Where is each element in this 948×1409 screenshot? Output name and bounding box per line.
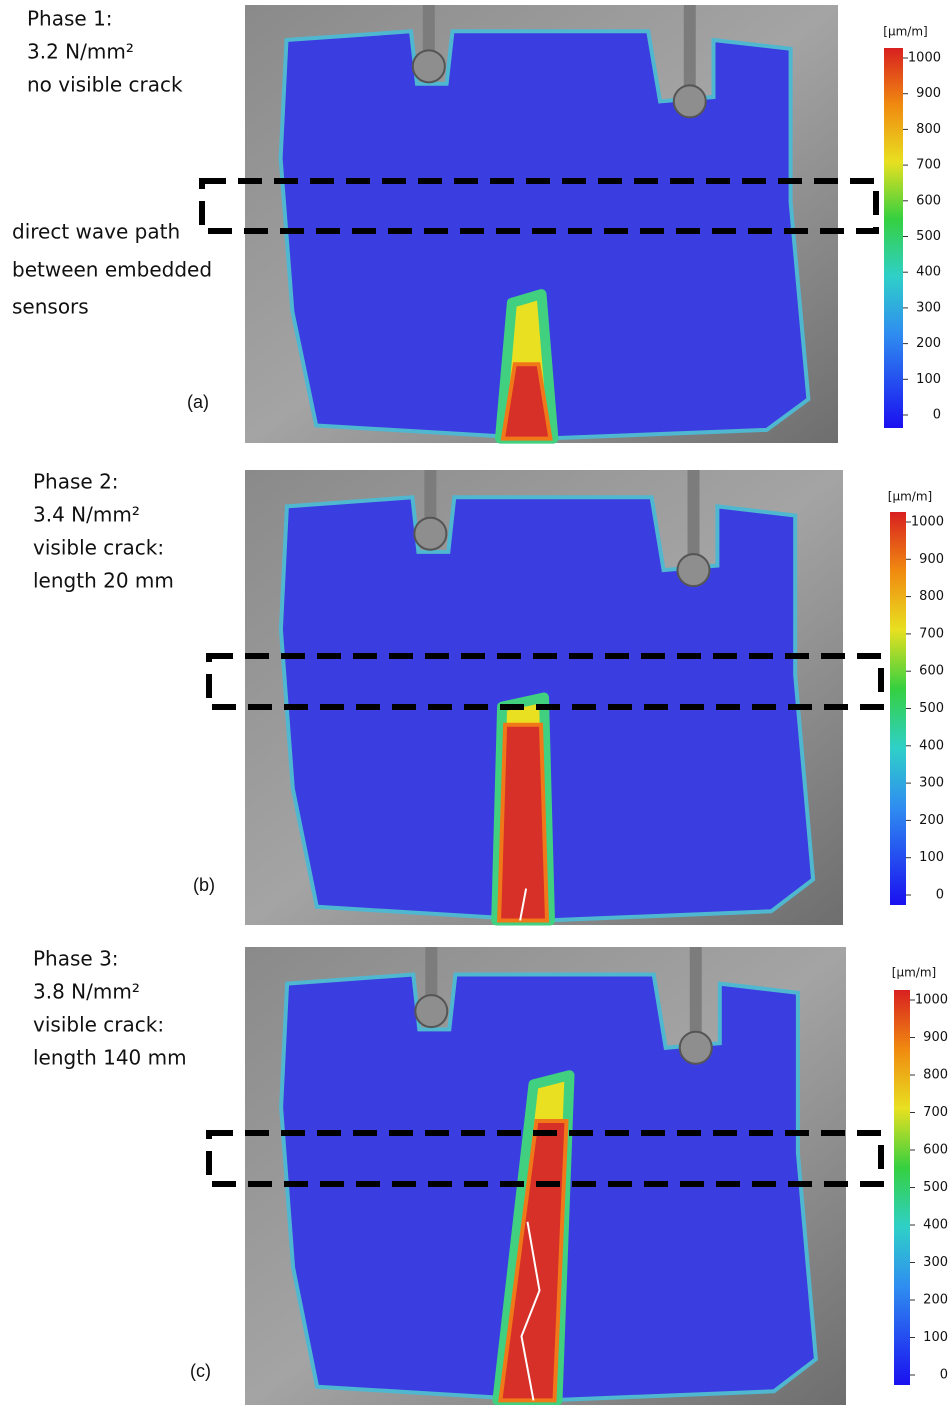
colorbar-tick-label: 0 <box>933 408 941 423</box>
panel: Phase 3: 3.8 N/mm² visible crack: length 14… <box>33 947 948 1406</box>
colorbar-tick-label: 1000 <box>908 51 941 66</box>
colorbar-tick-label: 400 <box>923 1218 948 1233</box>
panel: Phase 2: 3.4 N/mm² visible crack: length 20… <box>33 470 944 926</box>
colorbar-tick-label: 800 <box>919 589 944 604</box>
colorbar-tick-label: 600 <box>923 1143 948 1158</box>
colorbar-tick-label: 700 <box>919 626 944 641</box>
panel-label: (b) <box>193 875 215 895</box>
colorbar-tick-label: 0 <box>936 888 944 903</box>
colorbar <box>884 48 903 428</box>
colorbar-tick-label: 600 <box>919 664 944 679</box>
colorbar-tick-label: 300 <box>916 300 941 315</box>
sensor <box>674 85 706 117</box>
sensor <box>678 554 710 586</box>
colorbar-tick-label: 600 <box>916 193 941 208</box>
colorbar-tick-label: 1000 <box>911 515 944 530</box>
colorbar-tick-label: 200 <box>916 336 941 351</box>
colorbar-tick-label: 500 <box>916 229 941 244</box>
colorbar-tick-label: 1000 <box>915 993 948 1008</box>
colorbar-tick-label: 300 <box>919 776 944 791</box>
sensor <box>680 1032 712 1064</box>
colorbar-tick-label: 0 <box>940 1368 948 1383</box>
colorbar-unit: [μm/m] <box>888 490 932 504</box>
colorbar-tick-label: 400 <box>919 738 944 753</box>
colorbar <box>890 512 906 905</box>
colorbar-tick-label: 300 <box>923 1255 948 1270</box>
colorbar-tick-label: 900 <box>919 552 944 567</box>
panel-description: Phase 1: <box>27 7 113 31</box>
colorbar-unit: [μm/m] <box>883 25 927 39</box>
colorbar-tick-label: 100 <box>923 1330 948 1345</box>
panel-description: no visible crack <box>27 73 183 97</box>
colorbar-tick-label: 800 <box>923 1068 948 1083</box>
panel-description: 3.8 N/mm² <box>33 980 140 1004</box>
annotation: between embedded <box>12 258 212 282</box>
panel-description: length 20 mm <box>33 569 174 593</box>
figure: direct wave path between embedded sensor… <box>0 0 948 1405</box>
colorbar-tick-label: 100 <box>919 850 944 865</box>
colorbar-tick-label: 900 <box>923 1030 948 1045</box>
crack-zone <box>499 725 547 921</box>
annotation: sensors <box>12 295 89 319</box>
panel-description: Phase 2: <box>33 470 119 494</box>
panel-label: (c) <box>190 1361 211 1381</box>
sensor <box>413 50 445 82</box>
panel-label: (a) <box>187 392 209 412</box>
colorbar <box>894 990 910 1385</box>
colorbar-tick-label: 200 <box>919 813 944 828</box>
colorbar-tick-label: 400 <box>916 265 941 280</box>
panel-description: Phase 3: <box>33 947 119 971</box>
colorbar-tick-label: 700 <box>916 158 941 173</box>
annotation: direct wave path <box>12 220 180 244</box>
page: direct wave path between embedded sensor… <box>0 0 948 1405</box>
colorbar-tick-label: 200 <box>923 1293 948 1308</box>
colorbar-tick-label: 700 <box>923 1105 948 1120</box>
colorbar-tick-label: 900 <box>916 86 941 101</box>
sensor <box>414 518 446 550</box>
panel-description: 3.4 N/mm² <box>33 503 140 527</box>
sensor <box>415 995 447 1027</box>
panel-description: 3.2 N/mm² <box>27 40 134 64</box>
colorbar-tick-label: 100 <box>916 372 941 387</box>
colorbar-tick-label: 500 <box>923 1180 948 1195</box>
colorbar-tick-label: 800 <box>916 122 941 137</box>
panel-description: visible crack: <box>33 536 164 560</box>
colorbar-unit: [μm/m] <box>892 966 936 980</box>
panel-description: length 140 mm <box>33 1046 187 1070</box>
panel-description: visible crack: <box>33 1013 164 1037</box>
colorbar-tick-label: 500 <box>919 701 944 716</box>
